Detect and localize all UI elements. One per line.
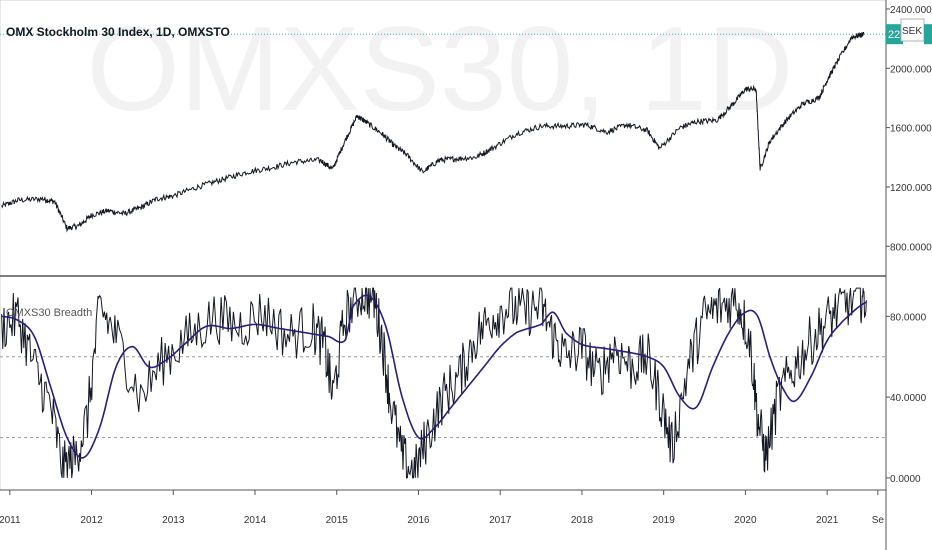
currency-label: SEK (902, 26, 922, 37)
last-price-badge: 22 SEK (886, 18, 932, 45)
price-y-axis[interactable]: 2400.0000 2000.0000 1600.0000 1200.0000 800.… (886, 5, 932, 253)
x-tick-label: 2019 (653, 515, 676, 526)
last-price-box (886, 24, 903, 45)
last-price-box-tail (924, 24, 932, 45)
x-tick-label: 2012 (80, 515, 103, 526)
breadth-pane[interactable]: 80.0000 40.0000 0.0000 OMXS30 Breadth (0, 287, 927, 485)
x-tick-label: 2018 (571, 515, 594, 526)
price-y-tick-label: 800.0000 (890, 242, 932, 253)
watermark: OMXS30, 1D (87, 2, 794, 136)
x-tick-label: 2017 (489, 515, 512, 526)
breadth-title: OMXS30 Breadth (6, 307, 92, 319)
breadth-reference-lines (0, 356, 886, 439)
breadth-series-line (1, 287, 867, 479)
last-price-value: 22 (888, 29, 900, 41)
x-tick-label: 2013 (162, 515, 185, 526)
x-tick-label: Se (872, 515, 885, 526)
price-y-tick-label: 2400.0000 (890, 5, 932, 16)
time-x-axis[interactable]: 2011 2012 2013 2014 2015 2016 2017 2018 2019 2020… (0, 490, 884, 526)
price-series-line (1, 32, 865, 233)
x-tick-label: 2020 (734, 515, 757, 526)
breadth-y-tick-label: 40.0000 (890, 393, 927, 404)
x-tick-label: 2016 (407, 515, 430, 526)
price-y-tick-label: 2000.0000 (890, 64, 932, 75)
breadth-smoothed-line (1, 294, 867, 459)
breadth-y-tick-label: 0.0000 (890, 474, 921, 485)
x-tick-label: 2014 (244, 515, 267, 526)
x-tick-label: 2015 (326, 515, 349, 526)
x-tick-label: 2021 (816, 515, 839, 526)
breadth-y-axis[interactable]: 80.0000 40.0000 0.0000 (886, 312, 927, 485)
price-pane[interactable]: 2400.0000 2000.0000 1600.0000 1200.0000 800.… (0, 5, 932, 253)
price-y-tick-label: 1200.0000 (890, 183, 932, 194)
main-chart-title: OMX Stockholm 30 Index, 1D, OMXSTO (6, 25, 230, 39)
breadth-y-tick-label: 80.0000 (890, 312, 927, 323)
x-tick-label: 2011 (0, 515, 21, 526)
price-y-tick-label: 1600.0000 (890, 124, 932, 135)
